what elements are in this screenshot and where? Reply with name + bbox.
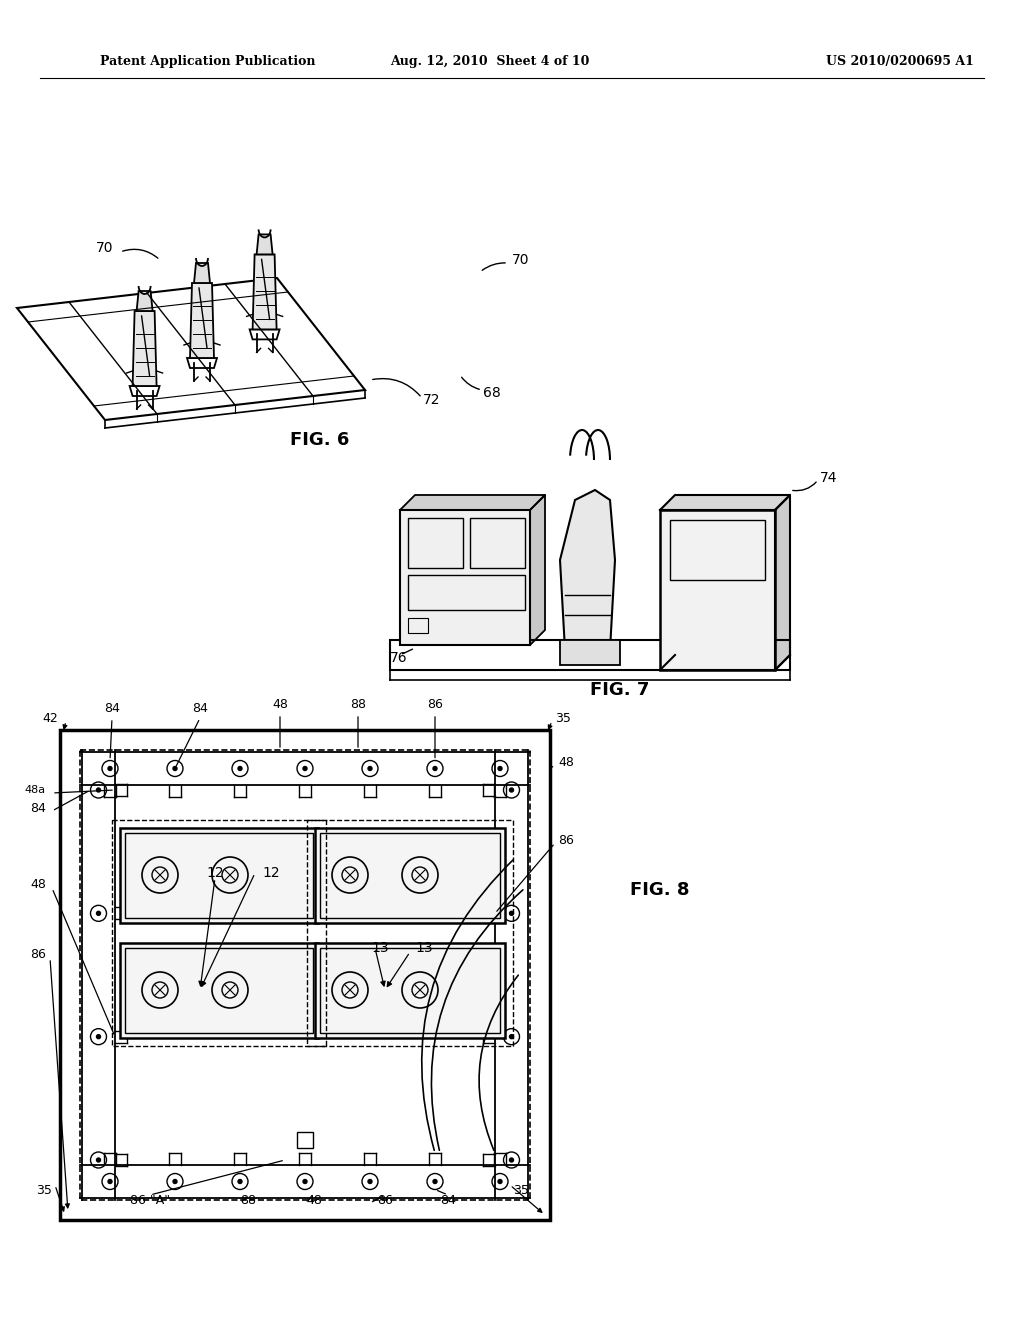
Text: 76: 76 — [390, 651, 408, 665]
Bar — [120, 942, 318, 1038]
Bar — [120, 828, 318, 923]
Text: Aug. 12, 2010  Sheet 4 of 10: Aug. 12, 2010 Sheet 4 of 10 — [390, 55, 590, 69]
Circle shape — [96, 1158, 100, 1162]
Circle shape — [238, 1180, 242, 1184]
Text: 48: 48 — [558, 755, 573, 768]
Text: 12: 12 — [206, 866, 224, 880]
Circle shape — [510, 911, 513, 915]
Text: FIG. 6: FIG. 6 — [291, 432, 349, 449]
Bar — [125, 833, 313, 917]
Circle shape — [368, 767, 372, 771]
Text: 48: 48 — [30, 879, 46, 891]
Polygon shape — [775, 495, 790, 671]
Bar — [660, 510, 775, 671]
Text: 35: 35 — [36, 1184, 52, 1196]
Text: Patent Application Publication: Patent Application Publication — [100, 55, 315, 69]
Bar — [408, 517, 463, 568]
Bar — [408, 618, 428, 634]
Bar — [408, 576, 525, 610]
Polygon shape — [257, 235, 272, 255]
Circle shape — [238, 767, 242, 771]
Circle shape — [498, 1180, 502, 1184]
Bar — [390, 640, 790, 671]
Text: 42: 42 — [42, 711, 58, 725]
Text: 13: 13 — [415, 941, 432, 954]
Bar — [400, 510, 530, 645]
Circle shape — [510, 1035, 513, 1039]
Text: 86: 86 — [558, 833, 573, 846]
Bar — [670, 520, 765, 579]
Text: 88: 88 — [350, 697, 366, 710]
Text: 86: 86 — [377, 1193, 393, 1206]
Bar — [297, 1133, 313, 1148]
Polygon shape — [190, 282, 214, 358]
Text: US 2010/0200695 A1: US 2010/0200695 A1 — [826, 55, 974, 69]
Text: 84: 84 — [440, 1193, 456, 1206]
Circle shape — [96, 788, 100, 792]
Polygon shape — [560, 490, 615, 649]
Circle shape — [510, 788, 513, 792]
Polygon shape — [194, 263, 210, 282]
Text: 84: 84 — [193, 701, 208, 714]
Circle shape — [173, 767, 177, 771]
Text: 72: 72 — [423, 393, 440, 407]
Text: 48: 48 — [306, 1193, 322, 1206]
Circle shape — [510, 1158, 513, 1162]
Circle shape — [108, 1180, 112, 1184]
Text: 70: 70 — [95, 242, 113, 255]
Circle shape — [498, 767, 502, 771]
Text: 74: 74 — [820, 471, 838, 484]
Circle shape — [96, 911, 100, 915]
Text: FIG. 7: FIG. 7 — [590, 681, 649, 700]
Circle shape — [108, 767, 112, 771]
Text: 35: 35 — [513, 1184, 528, 1196]
Text: 86: 86 — [427, 697, 443, 710]
Text: FIG. 8: FIG. 8 — [630, 880, 690, 899]
Bar — [80, 750, 530, 1200]
Text: 68: 68 — [483, 385, 501, 400]
Text: 86: 86 — [30, 949, 46, 961]
Text: 12: 12 — [262, 866, 280, 880]
Bar — [319, 833, 500, 917]
Text: 48a: 48a — [25, 785, 46, 795]
Text: 35: 35 — [555, 711, 570, 725]
Text: 70: 70 — [512, 253, 529, 267]
Bar — [560, 640, 620, 665]
Circle shape — [303, 767, 307, 771]
Polygon shape — [253, 255, 276, 330]
Bar — [60, 730, 550, 1220]
Circle shape — [368, 1180, 372, 1184]
Text: 84: 84 — [104, 701, 120, 714]
Bar — [315, 828, 505, 923]
Polygon shape — [132, 312, 157, 385]
Text: 84: 84 — [30, 801, 46, 814]
Polygon shape — [530, 495, 545, 645]
Polygon shape — [400, 495, 545, 510]
Text: 88: 88 — [240, 1193, 256, 1206]
Circle shape — [433, 767, 437, 771]
Text: 13: 13 — [371, 941, 389, 954]
Circle shape — [173, 1180, 177, 1184]
Bar — [307, 820, 513, 1045]
Polygon shape — [136, 290, 153, 312]
Text: 86 "A": 86 "A" — [130, 1193, 170, 1206]
Bar — [315, 942, 505, 1038]
Bar — [112, 820, 326, 1045]
Polygon shape — [660, 495, 790, 510]
Circle shape — [303, 1180, 307, 1184]
Circle shape — [433, 1180, 437, 1184]
Bar — [125, 948, 313, 1034]
Bar — [319, 948, 500, 1034]
Circle shape — [96, 1035, 100, 1039]
Text: 48: 48 — [272, 697, 288, 710]
Bar — [470, 517, 525, 568]
